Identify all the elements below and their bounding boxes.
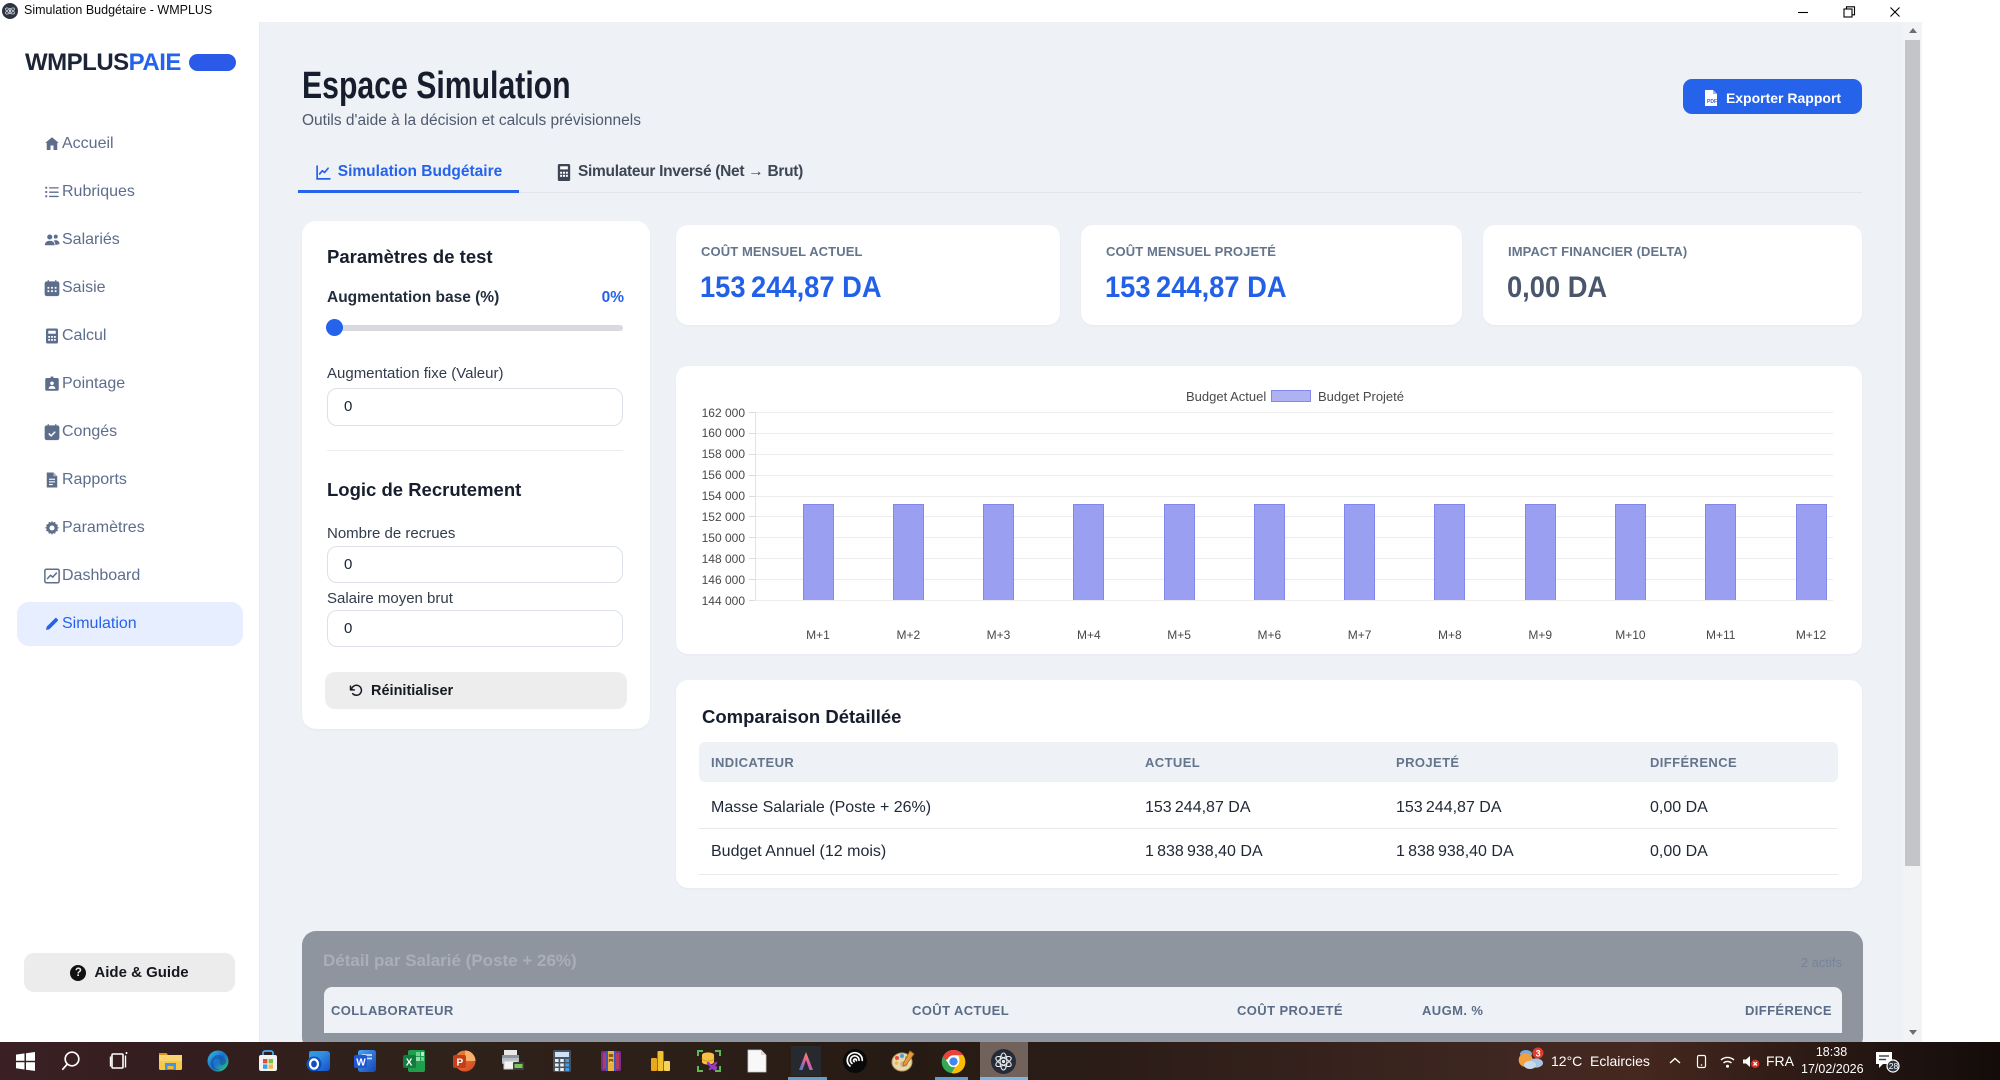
svg-text:W: W (356, 1058, 366, 1069)
svg-text:X: X (406, 1058, 413, 1069)
svg-text:PDF: PDF (1707, 99, 1717, 105)
svg-text:3: 3 (1536, 1049, 1541, 1059)
svg-text:P: P (457, 1058, 464, 1069)
svg-text:28: 28 (1889, 1061, 1899, 1071)
